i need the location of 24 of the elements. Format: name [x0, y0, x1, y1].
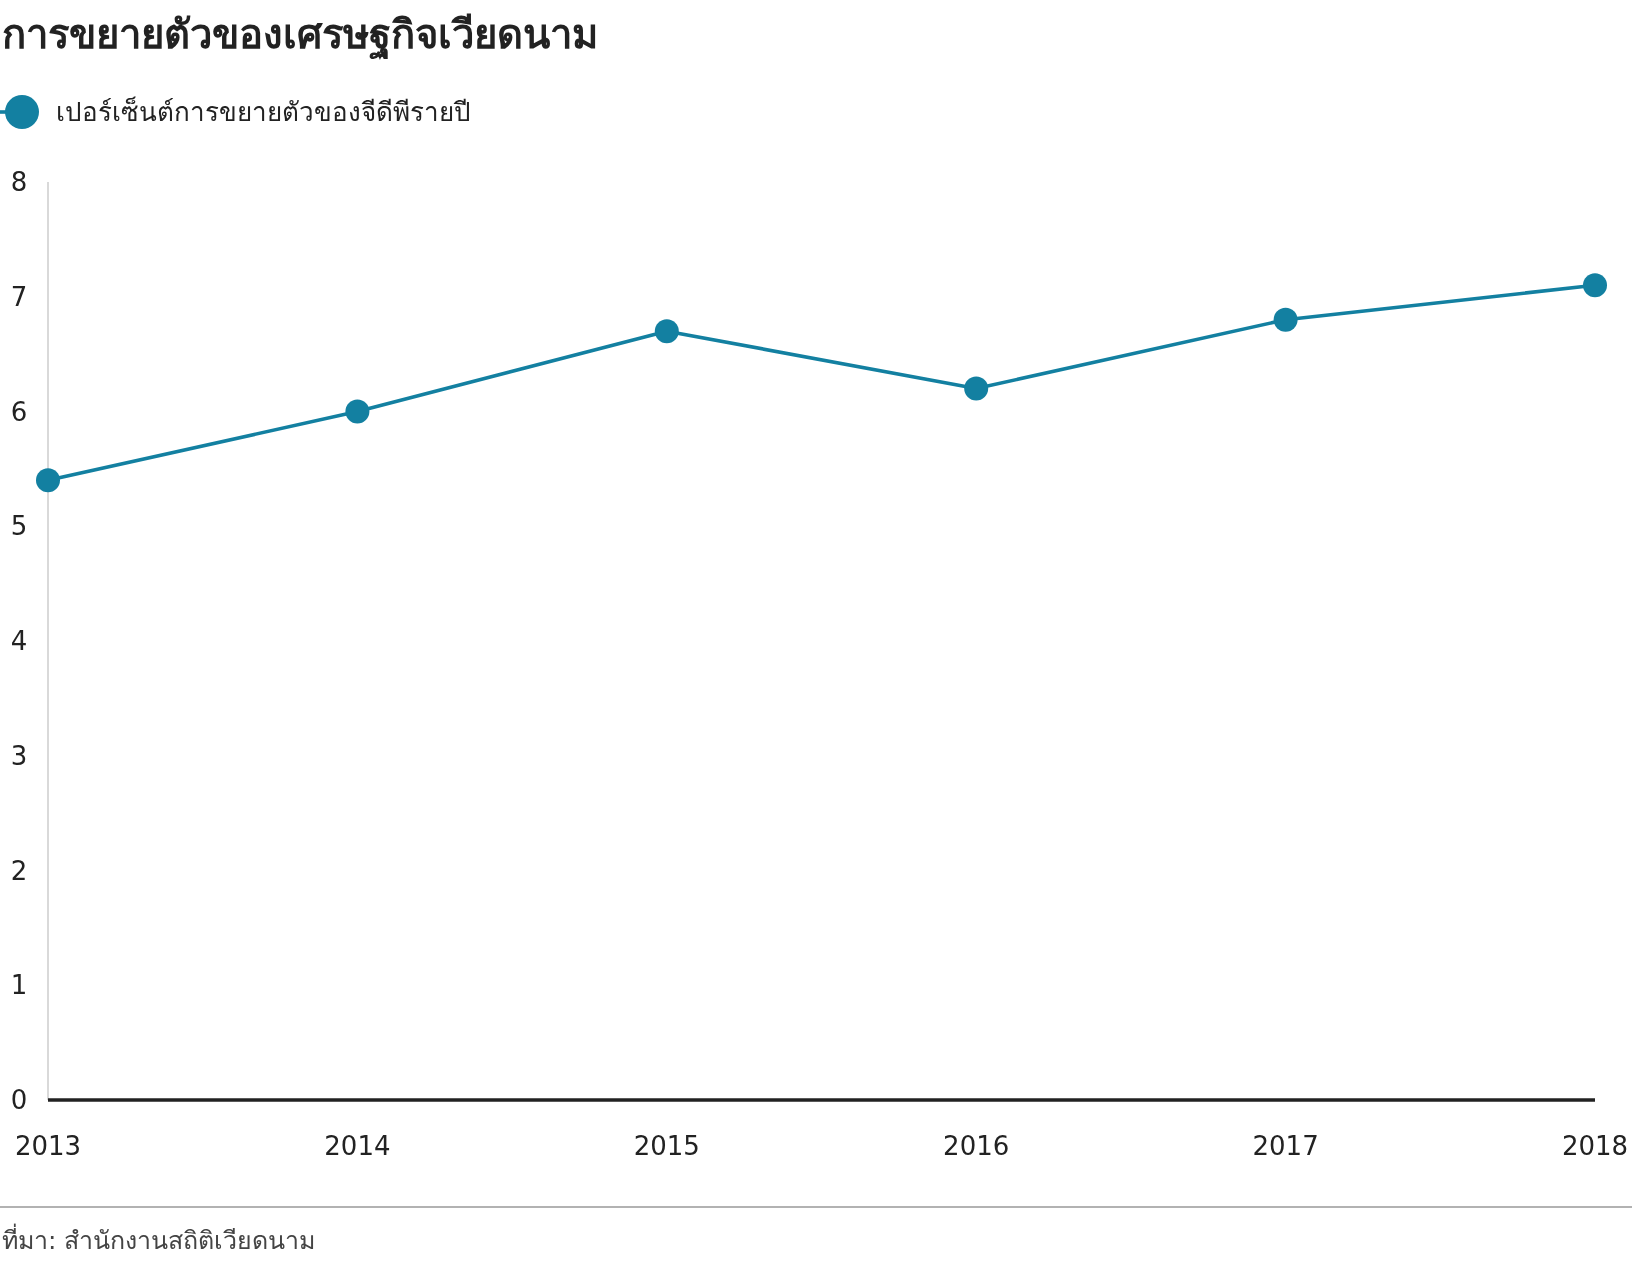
point [345, 399, 370, 424]
y-tick-label: 7 [10, 281, 28, 312]
point [1583, 273, 1607, 298]
y-tick-label: 1 [10, 970, 28, 1001]
point [964, 376, 989, 401]
point [1273, 307, 1298, 332]
x-tick-label: 2017 [1252, 1131, 1319, 1162]
x-tick-label: 2014 [324, 1131, 391, 1162]
y-tick-label: 0 [10, 1085, 28, 1116]
y-tick-label: 8 [10, 167, 28, 198]
x-tick-label: 2018 [1561, 1131, 1629, 1162]
x-tick-label: 2016 [943, 1131, 1010, 1162]
y-tick-label: 6 [10, 396, 28, 427]
y-tick-label: 3 [10, 740, 28, 771]
chart-title: การขยายตัวของเศรษฐกิจเวียดนาม [2, 11, 598, 61]
y-tick-label: 5 [10, 511, 28, 542]
legend-label: เปอร์เซ็นต์การขยายตัวของจีดีพีรายปี [56, 96, 471, 128]
y-tick-label: 4 [10, 626, 28, 657]
text: ที่มา: สำนักงานสถิติเวียดนาม [2, 1222, 316, 1255]
x-tick-label: 2015 [633, 1131, 700, 1162]
point [36, 468, 60, 493]
point [654, 319, 679, 344]
x-tick-label: 2013 [14, 1131, 82, 1162]
y-tick-label: 2 [10, 855, 28, 886]
